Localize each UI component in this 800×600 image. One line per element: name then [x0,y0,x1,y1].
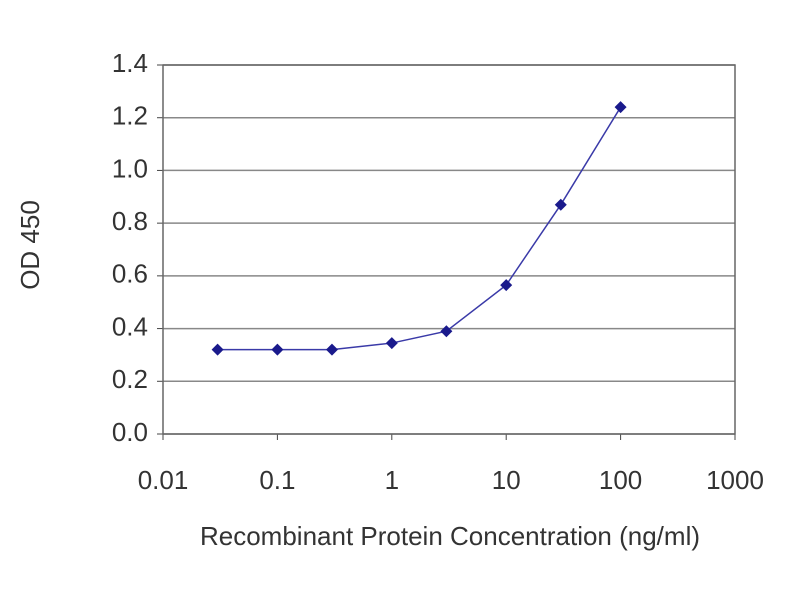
y-axis-label: OD 450 [15,200,45,290]
y-tick-label: 1.4 [112,48,148,78]
y-tick-label: 0.8 [112,206,148,236]
data-point [554,198,567,211]
x-axis-label: Recombinant Protein Concentration (ng/ml… [200,521,700,551]
x-tick-label: 100 [599,465,642,495]
data-point [325,343,338,356]
data-point [500,279,513,292]
data-point [614,101,627,114]
data-point [440,325,453,338]
y-tick-label: 1.0 [112,153,148,183]
series-line [217,106,622,351]
y-tick-label: 1.2 [112,101,148,131]
data-point [211,343,224,356]
y-tick-label: 0.4 [112,311,148,341]
y-tick-label: 0.0 [112,417,148,447]
y-tick-label: 0.6 [112,259,148,289]
x-tick-label: 0.01 [138,465,189,495]
y-tick-label: 0.2 [112,364,148,394]
data-point [271,343,284,356]
data-point [385,337,398,350]
x-tick-label: 0.1 [259,465,295,495]
plot-frame [162,64,736,435]
x-tick-label: 1 [385,465,399,495]
x-tick-label: 10 [492,465,521,495]
x-tick-label: 1000 [706,465,764,495]
